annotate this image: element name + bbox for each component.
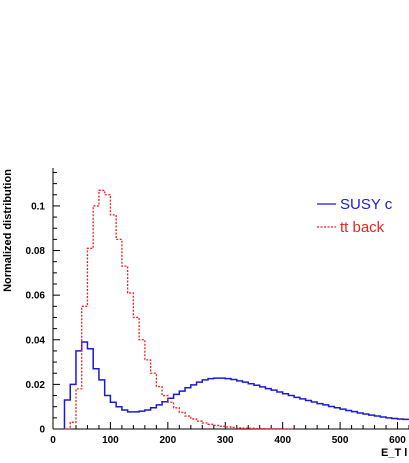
- legend-label-susy: SUSY c: [340, 196, 393, 213]
- x-tick-label: 100: [102, 435, 119, 446]
- legend: SUSY c tt back: [317, 196, 393, 236]
- x-tick-label: 600: [389, 435, 406, 446]
- plot-area: 0 100 200 300 400 500 600 0 0.02 0.04 0.06 0.08 0.1: [26, 168, 409, 446]
- y-axis-title: Normalized distribution: [2, 169, 14, 292]
- series-line-0: [63, 341, 409, 429]
- x-tick-label: 500: [332, 435, 349, 446]
- y-tick-label: 0.1: [31, 201, 45, 212]
- y-tick-label: 0: [39, 425, 45, 436]
- x-tick-label: 0: [50, 435, 56, 446]
- series-layer: [63, 189, 409, 430]
- y-axis-ticks: 0 0.02 0.04 0.06 0.08 0.1: [26, 171, 60, 436]
- x-tick-label: 200: [159, 435, 176, 446]
- x-tick-label: 300: [217, 435, 234, 446]
- y-tick-label: 0.06: [26, 291, 46, 302]
- legend-label-tt: tt back: [340, 219, 385, 236]
- x-axis-ticks: 0 100 200 300 400 500 600: [50, 422, 409, 446]
- y-tick-label: 0.02: [26, 380, 46, 391]
- x-tick-label: 400: [274, 435, 291, 446]
- y-tick-label: 0.04: [26, 335, 46, 346]
- x-axis-title: E_T l: [381, 447, 407, 459]
- y-tick-label: 0.08: [26, 246, 46, 257]
